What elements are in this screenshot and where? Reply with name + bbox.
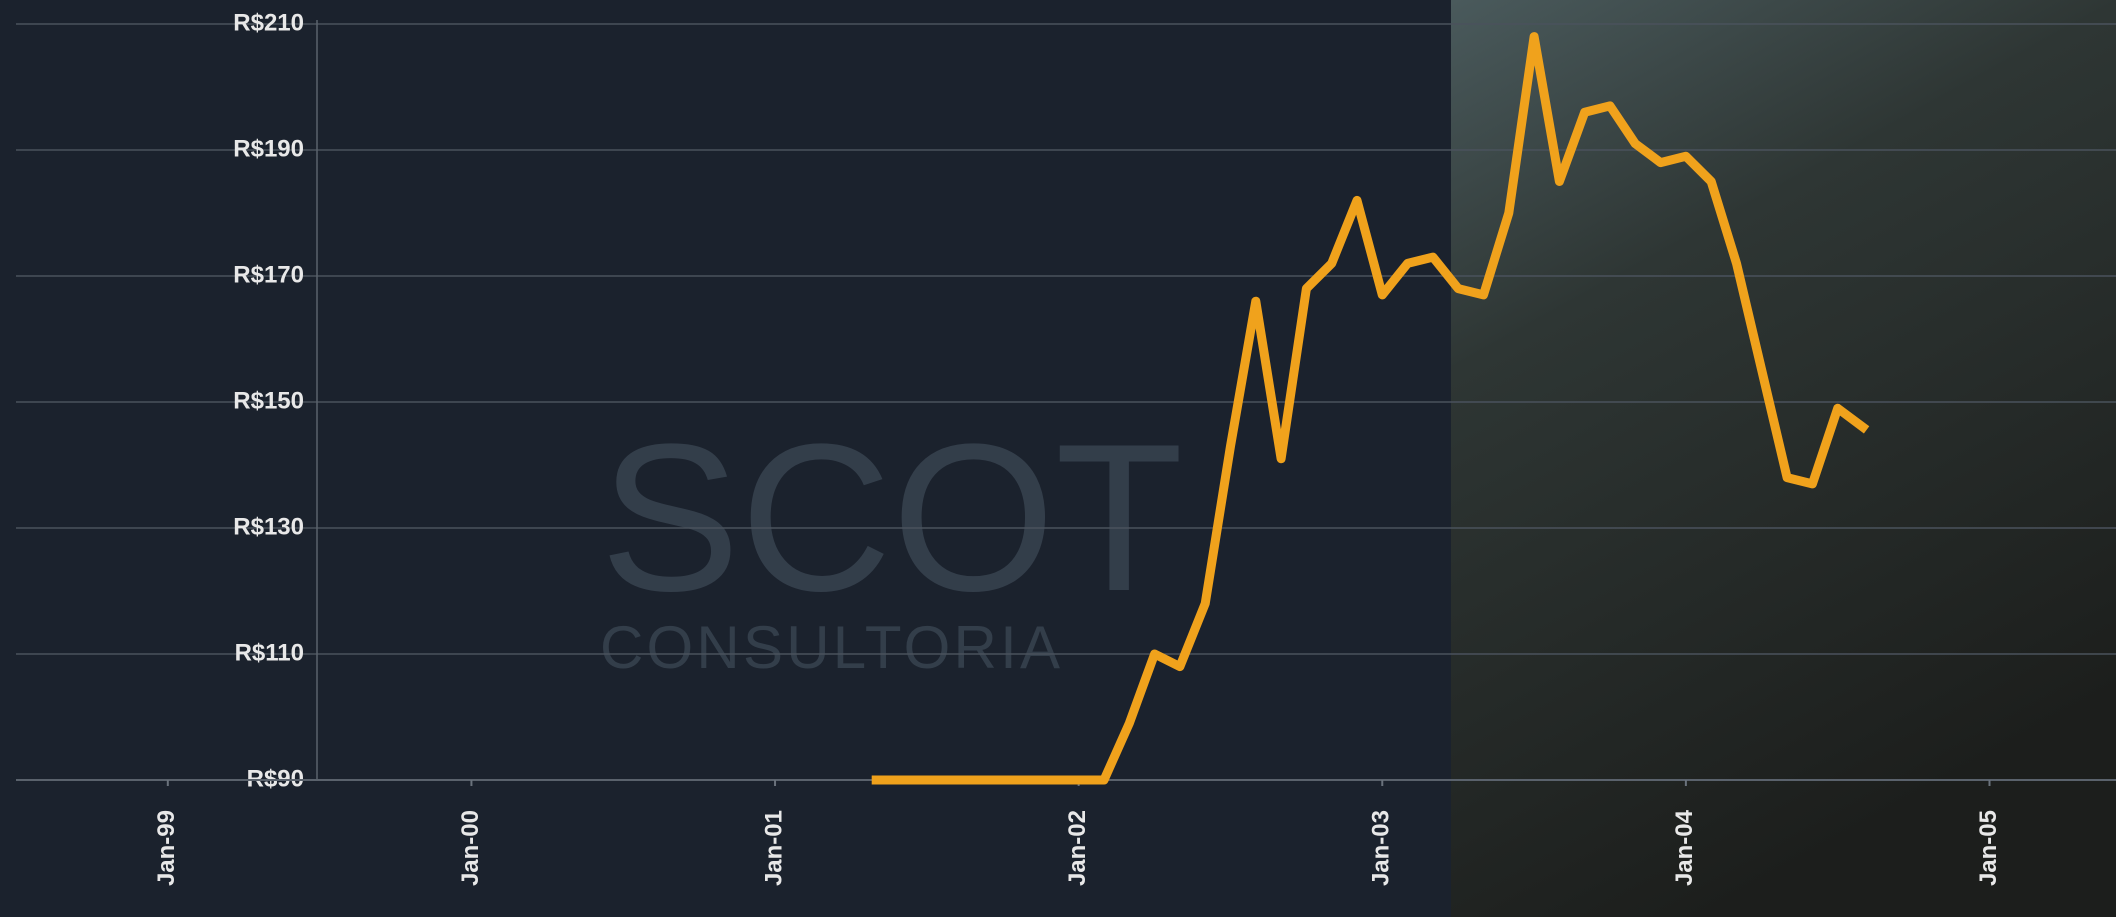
y-tick-label: R$170: [233, 261, 304, 288]
y-tick-label: R$190: [233, 135, 304, 162]
x-tick-label: Jan-03: [1368, 810, 1395, 886]
x-tick-label: Jan-04: [1671, 809, 1698, 886]
y-tick-label: R$150: [233, 387, 304, 414]
y-tick-label: R$90: [247, 765, 304, 792]
x-tick-label: Jan-05: [1975, 810, 2002, 886]
price-line: [871, 32, 1870, 785]
y-tick-label: R$210: [233, 9, 304, 36]
x-tick-label: Jan-02: [1064, 810, 1091, 886]
x-tick-label: Jan-00: [457, 810, 484, 886]
y-tick-label: R$110: [235, 639, 304, 666]
plot: R$90 R$110 R$130 R$150 R$170 R$190 R$210 Jan-99…: [16, 9, 2116, 886]
watermark-title: SCOT: [600, 400, 1183, 635]
x-tick-label: Jan-99: [153, 810, 180, 886]
y-tick-label: R$130: [233, 513, 304, 540]
x-tick-label: Jan-01: [760, 810, 787, 886]
